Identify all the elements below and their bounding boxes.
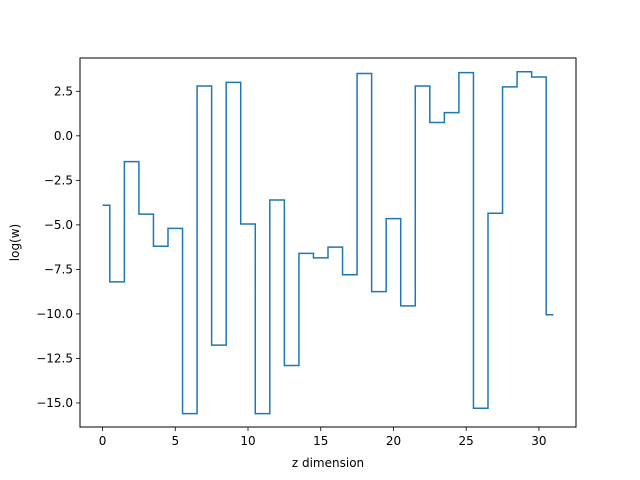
x-tick-label: 20 [386, 434, 401, 448]
y-axis-label: log(w) [8, 224, 22, 261]
y-tick-label: 0.0 [54, 129, 73, 143]
y-tick-label: −10.0 [36, 307, 73, 321]
x-tick-label: 15 [313, 434, 328, 448]
x-tick-label: 0 [99, 434, 107, 448]
x-tick-label: 30 [531, 434, 546, 448]
y-tick-label: −15.0 [36, 396, 73, 410]
x-tick-label: 5 [171, 434, 179, 448]
x-tick-label: 25 [459, 434, 474, 448]
y-tick-label: −7.5 [44, 262, 73, 276]
plot-area-frame [79, 57, 577, 428]
x-axis-label: z dimension [292, 456, 364, 470]
y-tick-label: −5.0 [44, 218, 73, 232]
y-tick-label: −2.5 [44, 173, 73, 187]
x-tick-label: 10 [240, 434, 255, 448]
series-step-line-0 [102, 70, 554, 415]
y-tick-label: −12.5 [36, 351, 73, 365]
y-tick-label: 2.5 [54, 84, 73, 98]
